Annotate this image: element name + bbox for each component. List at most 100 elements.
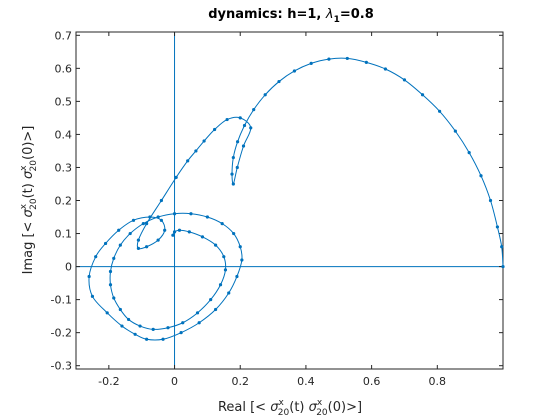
y-axis-ticks: -0.3 -0.2 -0.1 0 0.1 0.2 0.3 0.4 0.5 0.6 0.7 (51, 29, 503, 373)
data-point (420, 93, 425, 97)
data-point (145, 245, 149, 249)
data-point (220, 222, 224, 226)
x-tick-label: 0 (171, 375, 178, 388)
data-point (277, 79, 281, 84)
data-point (242, 123, 247, 128)
data-point (453, 129, 457, 133)
data-point (172, 212, 177, 216)
data-point (108, 283, 113, 287)
data-point (172, 230, 177, 234)
data-point (136, 246, 141, 251)
x-axis-label: Real [< σx 20(t) σx 20(0)>] (218, 398, 362, 418)
data-point (238, 245, 242, 249)
data-point (126, 317, 131, 322)
data-point (181, 321, 185, 325)
x-tick-label: 0.4 (297, 375, 315, 388)
data-point (151, 327, 155, 331)
data-point (236, 140, 240, 144)
data-point (103, 241, 108, 246)
data-point (238, 116, 242, 120)
data-series (87, 56, 505, 341)
data-point (235, 165, 239, 170)
y-tick-label: 0.5 (55, 95, 73, 108)
data-point (213, 127, 217, 132)
y-tick-label: -0.3 (51, 360, 72, 373)
plot-area (75, 31, 504, 370)
data-point (194, 149, 198, 153)
data-point (495, 225, 500, 229)
x-tick-label: 0.8 (429, 375, 447, 388)
data-point (438, 109, 442, 113)
y-tick-label: 0.6 (55, 62, 73, 75)
data-point (166, 326, 170, 330)
data-point (202, 139, 206, 143)
y-tick-label: 0.2 (55, 195, 73, 208)
data-point (136, 238, 141, 242)
data-point (171, 233, 175, 237)
data-point (402, 78, 407, 82)
data-point (205, 215, 209, 219)
data-point (327, 57, 331, 61)
data-point (156, 238, 160, 242)
data-point (118, 307, 122, 312)
data-point (187, 230, 191, 234)
data-point (118, 243, 122, 247)
data-point (117, 228, 121, 232)
y-axis-label: Imag [< σx20(t) σx20(0)>] (19, 126, 39, 275)
data-point (240, 258, 244, 262)
y-tick-label: -0.1 (51, 294, 72, 307)
data-point (161, 337, 165, 341)
data-point (128, 231, 132, 236)
data-point (120, 324, 124, 328)
data-point (112, 296, 116, 300)
data-point (138, 324, 142, 328)
y-tick-label: 0.3 (55, 161, 73, 174)
data-point (222, 255, 226, 259)
data-point (500, 245, 504, 249)
data-point (131, 218, 136, 222)
chart-title: dynamics: h=1, λ1=0.8 (208, 7, 374, 25)
data-point (105, 311, 109, 315)
data-point (141, 222, 145, 226)
x-axis-ticks: -0.2 0 0.2 0.4 0.6 0.8 (98, 32, 446, 388)
data-point (230, 172, 234, 176)
data-point (213, 307, 218, 312)
data-point (145, 337, 149, 341)
data-point (145, 222, 149, 226)
data-point (186, 159, 190, 163)
data-point (241, 144, 246, 148)
data-point (364, 60, 368, 64)
x-tick-label: 0.2 (231, 375, 249, 388)
data-point (292, 69, 297, 73)
data-point (345, 56, 349, 61)
data-point (179, 331, 183, 335)
y-tick-label: 0 (65, 261, 72, 274)
data-point (148, 215, 152, 219)
y-tick-label: 0.7 (55, 29, 73, 42)
data-point (177, 228, 182, 232)
data-point (200, 235, 205, 239)
data-point (163, 228, 167, 232)
data-point (223, 268, 228, 272)
data-point (467, 150, 471, 155)
data-point (227, 291, 231, 295)
data-point (112, 256, 116, 260)
data-point (174, 175, 178, 179)
data-point (235, 274, 239, 279)
data-point (195, 311, 200, 315)
data-point (90, 294, 95, 298)
data-point (209, 298, 213, 302)
data-point (383, 67, 388, 71)
x-tick-label: 0.6 (363, 375, 381, 388)
data-point (488, 198, 493, 203)
data-point (249, 126, 253, 130)
data-point (159, 198, 163, 203)
data-point (479, 174, 483, 178)
data-point (159, 218, 163, 222)
y-tick-label: 0.4 (55, 128, 73, 141)
y-tick-label: 0.1 (55, 228, 73, 241)
data-point (213, 243, 218, 247)
data-point (108, 269, 113, 274)
data-point (156, 215, 160, 219)
data-point (94, 255, 98, 259)
